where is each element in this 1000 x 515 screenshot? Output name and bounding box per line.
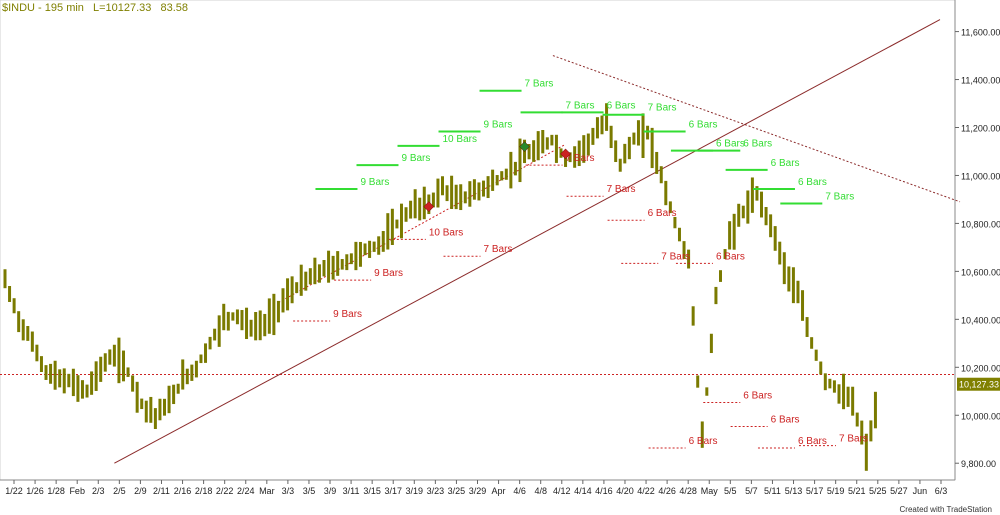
green-bars-label: 6 Bars (771, 158, 800, 169)
x-tick-label: 4/26 (658, 486, 676, 496)
x-tick-label: 3/9 (324, 486, 337, 496)
x-tick-label: 5/21 (848, 486, 866, 496)
x-tick-label: 4/8 (534, 486, 547, 496)
x-tick-label: Feb (69, 486, 85, 496)
last-price-badge-text: 10,127.33 (959, 380, 999, 390)
down-trendline (552, 55, 961, 203)
x-tick-label: 4/16 (595, 486, 613, 496)
y-tick-label: 11,000.00 (961, 171, 1000, 181)
x-tick-label: 3/11 (343, 486, 360, 496)
red-bars-label: 6 Bars (648, 208, 677, 219)
y-tick-label: 10,400.00 (961, 315, 1000, 325)
plot-frame (0, 0, 956, 481)
x-tick-label: 4/22 (637, 486, 655, 496)
x-tick-label: 2/9 (134, 486, 147, 496)
symbol-label: $INDU - 195 min (2, 2, 84, 14)
x-tick-label: 2/3 (92, 486, 105, 496)
x-tick-label: Mar (259, 486, 275, 496)
x-tick-label: 3/15 (363, 486, 381, 496)
x-tick-label: 3/3 (282, 486, 295, 496)
green-bars-label: 6 Bars (798, 177, 827, 188)
red-bars-label: 10 Bars (429, 227, 463, 238)
x-tick-label: 3/29 (469, 486, 487, 496)
y-tick-label: 11,600.00 (961, 28, 1000, 38)
up-trendline (114, 19, 941, 464)
red-bars-label: 7 Bars (839, 434, 868, 445)
green-bars-label: 6 Bars (743, 139, 772, 150)
support-dotted-line (278, 143, 566, 303)
green-bars-label: 6 Bars (607, 100, 636, 111)
green-bars-label: 6 Bars (689, 120, 718, 131)
x-tick-label: 5/17 (806, 486, 824, 496)
x-tick-label: 4/20 (616, 486, 634, 496)
y-tick-label: 10,200.00 (961, 363, 1000, 373)
red-bars-label: 7 Bars (661, 251, 690, 262)
x-tick-label: 2/22 (216, 486, 234, 496)
signal-marker (423, 201, 435, 212)
x-tick-label: 3/19 (406, 486, 424, 496)
x-tick-label: 6/3 (935, 486, 948, 496)
x-tick-label: May (701, 486, 719, 496)
x-tick-label: 5/5 (724, 486, 737, 496)
x-tick-label: 3/23 (427, 486, 445, 496)
green-bars-label: 10 Bars (443, 134, 477, 145)
x-tick-label: 4/14 (574, 486, 592, 496)
red-bars-label: 6 Bars (798, 436, 827, 447)
x-tick-label: 5/19 (827, 486, 845, 496)
last-price-badge (957, 377, 1000, 391)
x-tick-label: 3/17 (384, 486, 402, 496)
last-price-label: L=10127.33 (92, 2, 152, 14)
credit-text: Created with TradeStation (899, 505, 993, 514)
green-bars-label: 9 Bars (360, 177, 389, 188)
x-tick-label: Jun (913, 486, 928, 496)
x-tick-label: 2/24 (237, 486, 255, 496)
red-bars-label: 7 Bars (566, 153, 595, 164)
red-bars-label: 6 Bars (689, 436, 718, 447)
y-tick-label: 9,800.00 (961, 459, 996, 469)
x-tick-label: 5/7 (745, 486, 758, 496)
green-bars-label: 7 Bars (825, 191, 854, 202)
x-tick-label: 1/26 (26, 486, 44, 496)
x-tick-label: Apr (492, 486, 506, 496)
signal-marker (560, 148, 571, 160)
red-bars-label: 6 Bars (743, 390, 772, 401)
green-bars-label: 9 Bars (484, 120, 513, 131)
red-bars-label: 6 Bars (771, 414, 800, 425)
x-tick-label: 5/11 (764, 486, 781, 496)
y-tick-label: 11,400.00 (961, 76, 1000, 86)
green-bars-label: 7 Bars (525, 79, 554, 90)
x-tick-label: 4/12 (553, 486, 571, 496)
indicator-value: 83.58 (160, 2, 188, 14)
green-bars-label: 7 Bars (566, 100, 595, 111)
red-bars-label: 7 Bars (607, 184, 636, 195)
green-bars-label: 9 Bars (401, 153, 430, 164)
red-bars-label: 6 Bars (716, 251, 745, 262)
red-bars-label: 9 Bars (333, 309, 362, 320)
y-tick-label: 10,800.00 (961, 219, 1000, 229)
x-tick-label: 2/11 (153, 486, 170, 496)
chart-header: $INDU - 195 min L=10127.33 83.58 (2, 2, 194, 14)
x-tick-label: 5/27 (890, 486, 908, 496)
y-tick-label: 10,600.00 (961, 267, 1000, 277)
x-tick-label: 4/28 (679, 486, 697, 496)
green-bars-label: 6 Bars (716, 139, 745, 150)
x-tick-label: 1/22 (5, 486, 23, 496)
red-bars-label: 7 Bars (484, 244, 513, 255)
x-tick-label: 4/6 (513, 486, 526, 496)
x-tick-label: 2/18 (195, 486, 213, 496)
y-tick-label: 11,200.00 (961, 124, 1000, 134)
signal-marker (519, 141, 530, 153)
x-tick-label: 2/5 (113, 486, 126, 496)
x-tick-label: 3/5 (303, 486, 316, 496)
x-tick-label: 2/16 (174, 486, 192, 496)
x-tick-label: 5/25 (869, 486, 887, 496)
red-bars-label: 9 Bars (374, 268, 403, 279)
x-tick-label: 3/25 (448, 486, 466, 496)
y-tick-label: 10,000.00 (961, 411, 1000, 421)
green-bars-label: 7 Bars (648, 103, 677, 114)
x-tick-label: 5/13 (785, 486, 803, 496)
x-tick-label: 1/28 (47, 486, 65, 496)
